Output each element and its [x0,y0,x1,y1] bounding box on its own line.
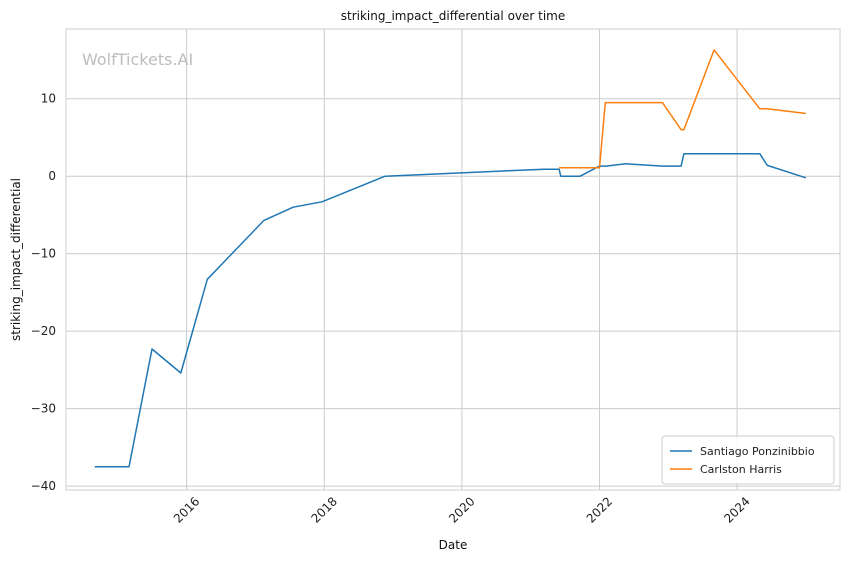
chart-title: striking_impact_differential over time [341,9,566,23]
y-tick-label: −20 [31,324,56,338]
watermark: WolfTickets.AI [82,50,193,69]
y-tick-label: 10 [41,92,56,106]
y-axis-label: striking_impact_differential [9,178,23,341]
gridlines [65,28,841,491]
legend-box [661,435,835,485]
plot-frame [65,28,841,491]
y-tick-label: −40 [31,479,56,493]
x-axis-label: Date [439,538,468,552]
legend: Santiago Ponzinibbio Carlston Harris [661,435,835,485]
series-lines [94,49,807,468]
legend-label: Carlston Harris [700,463,782,476]
y-tick-label: 0 [48,169,56,183]
plot-area [66,29,840,490]
series-line [559,49,806,169]
series-line [94,152,807,468]
y-tick-label: −10 [31,247,56,261]
legend-label: Santiago Ponzinibbio [700,445,815,458]
y-tick-label: −30 [31,402,56,416]
